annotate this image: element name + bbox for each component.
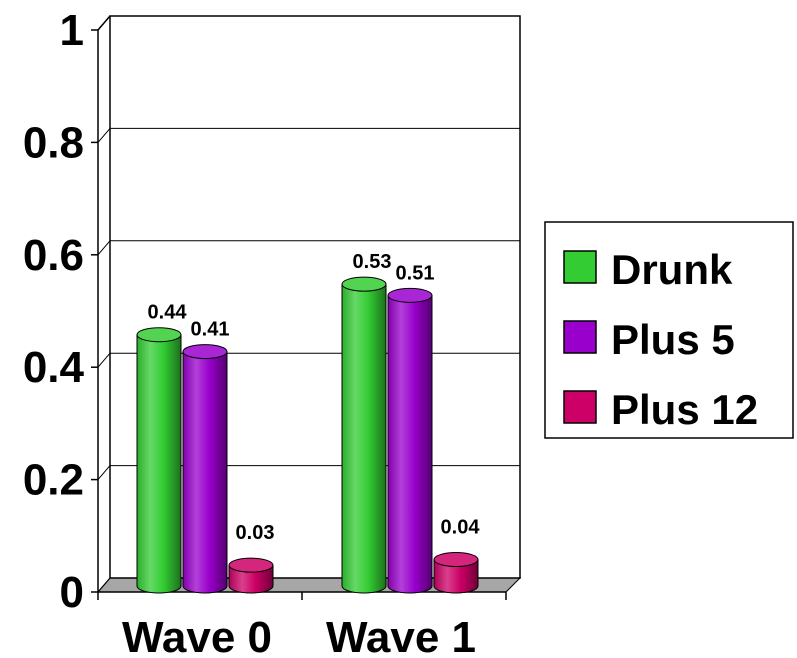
- data-label: 0.03: [236, 522, 275, 544]
- y-tick-label: 0: [60, 568, 84, 617]
- x-category-label: Wave 1: [326, 613, 476, 658]
- bar-top-cap: [228, 557, 274, 573]
- y-tick-label: 1: [60, 6, 84, 55]
- legend-label: Plus 5: [611, 316, 735, 363]
- y-tick-label: 0.2: [23, 456, 84, 505]
- legend-swatch: [563, 390, 597, 424]
- data-label: 0.41: [191, 319, 230, 341]
- x-category-label: Wave 0: [122, 613, 272, 658]
- data-label: 0.53: [353, 251, 392, 273]
- data-label: 0.51: [396, 262, 435, 284]
- bar-drunk: [341, 283, 387, 594]
- bar-top-cap: [433, 552, 479, 568]
- y-tick-label: 0.8: [23, 118, 84, 167]
- bar-plus-5: [387, 294, 433, 594]
- y-tick-connector: [97, 465, 111, 480]
- y-tick-connector: [97, 577, 111, 593]
- y-tick-label: 0.4: [23, 343, 85, 392]
- bar-plus-12: [228, 564, 274, 594]
- legend-label: Drunk: [611, 246, 733, 293]
- plot-back-wall: [109, 15, 521, 579]
- bar-top-cap: [341, 276, 387, 292]
- data-label: 0.04: [441, 517, 481, 539]
- y-tick-connector: [97, 352, 111, 368]
- y-tick-label: 0.6: [23, 231, 84, 280]
- bar-top-cap: [136, 327, 182, 343]
- legend-swatch: [563, 320, 597, 354]
- bar-plus-12: [433, 559, 479, 594]
- bar-top-cap: [387, 287, 433, 303]
- legend-swatch: [563, 250, 597, 284]
- y-tick-connector: [97, 240, 111, 256]
- legend: Drunk Plus 5 Plus 12: [544, 221, 794, 439]
- bar-plus-5: [182, 351, 228, 594]
- legend-label: Plus 12: [611, 386, 758, 433]
- data-label: 0.44: [148, 302, 188, 324]
- y-tick-connector: [97, 128, 111, 143]
- bar-drunk: [136, 334, 182, 594]
- bar-top-cap: [182, 344, 228, 360]
- y-tick-connector: [97, 15, 111, 31]
